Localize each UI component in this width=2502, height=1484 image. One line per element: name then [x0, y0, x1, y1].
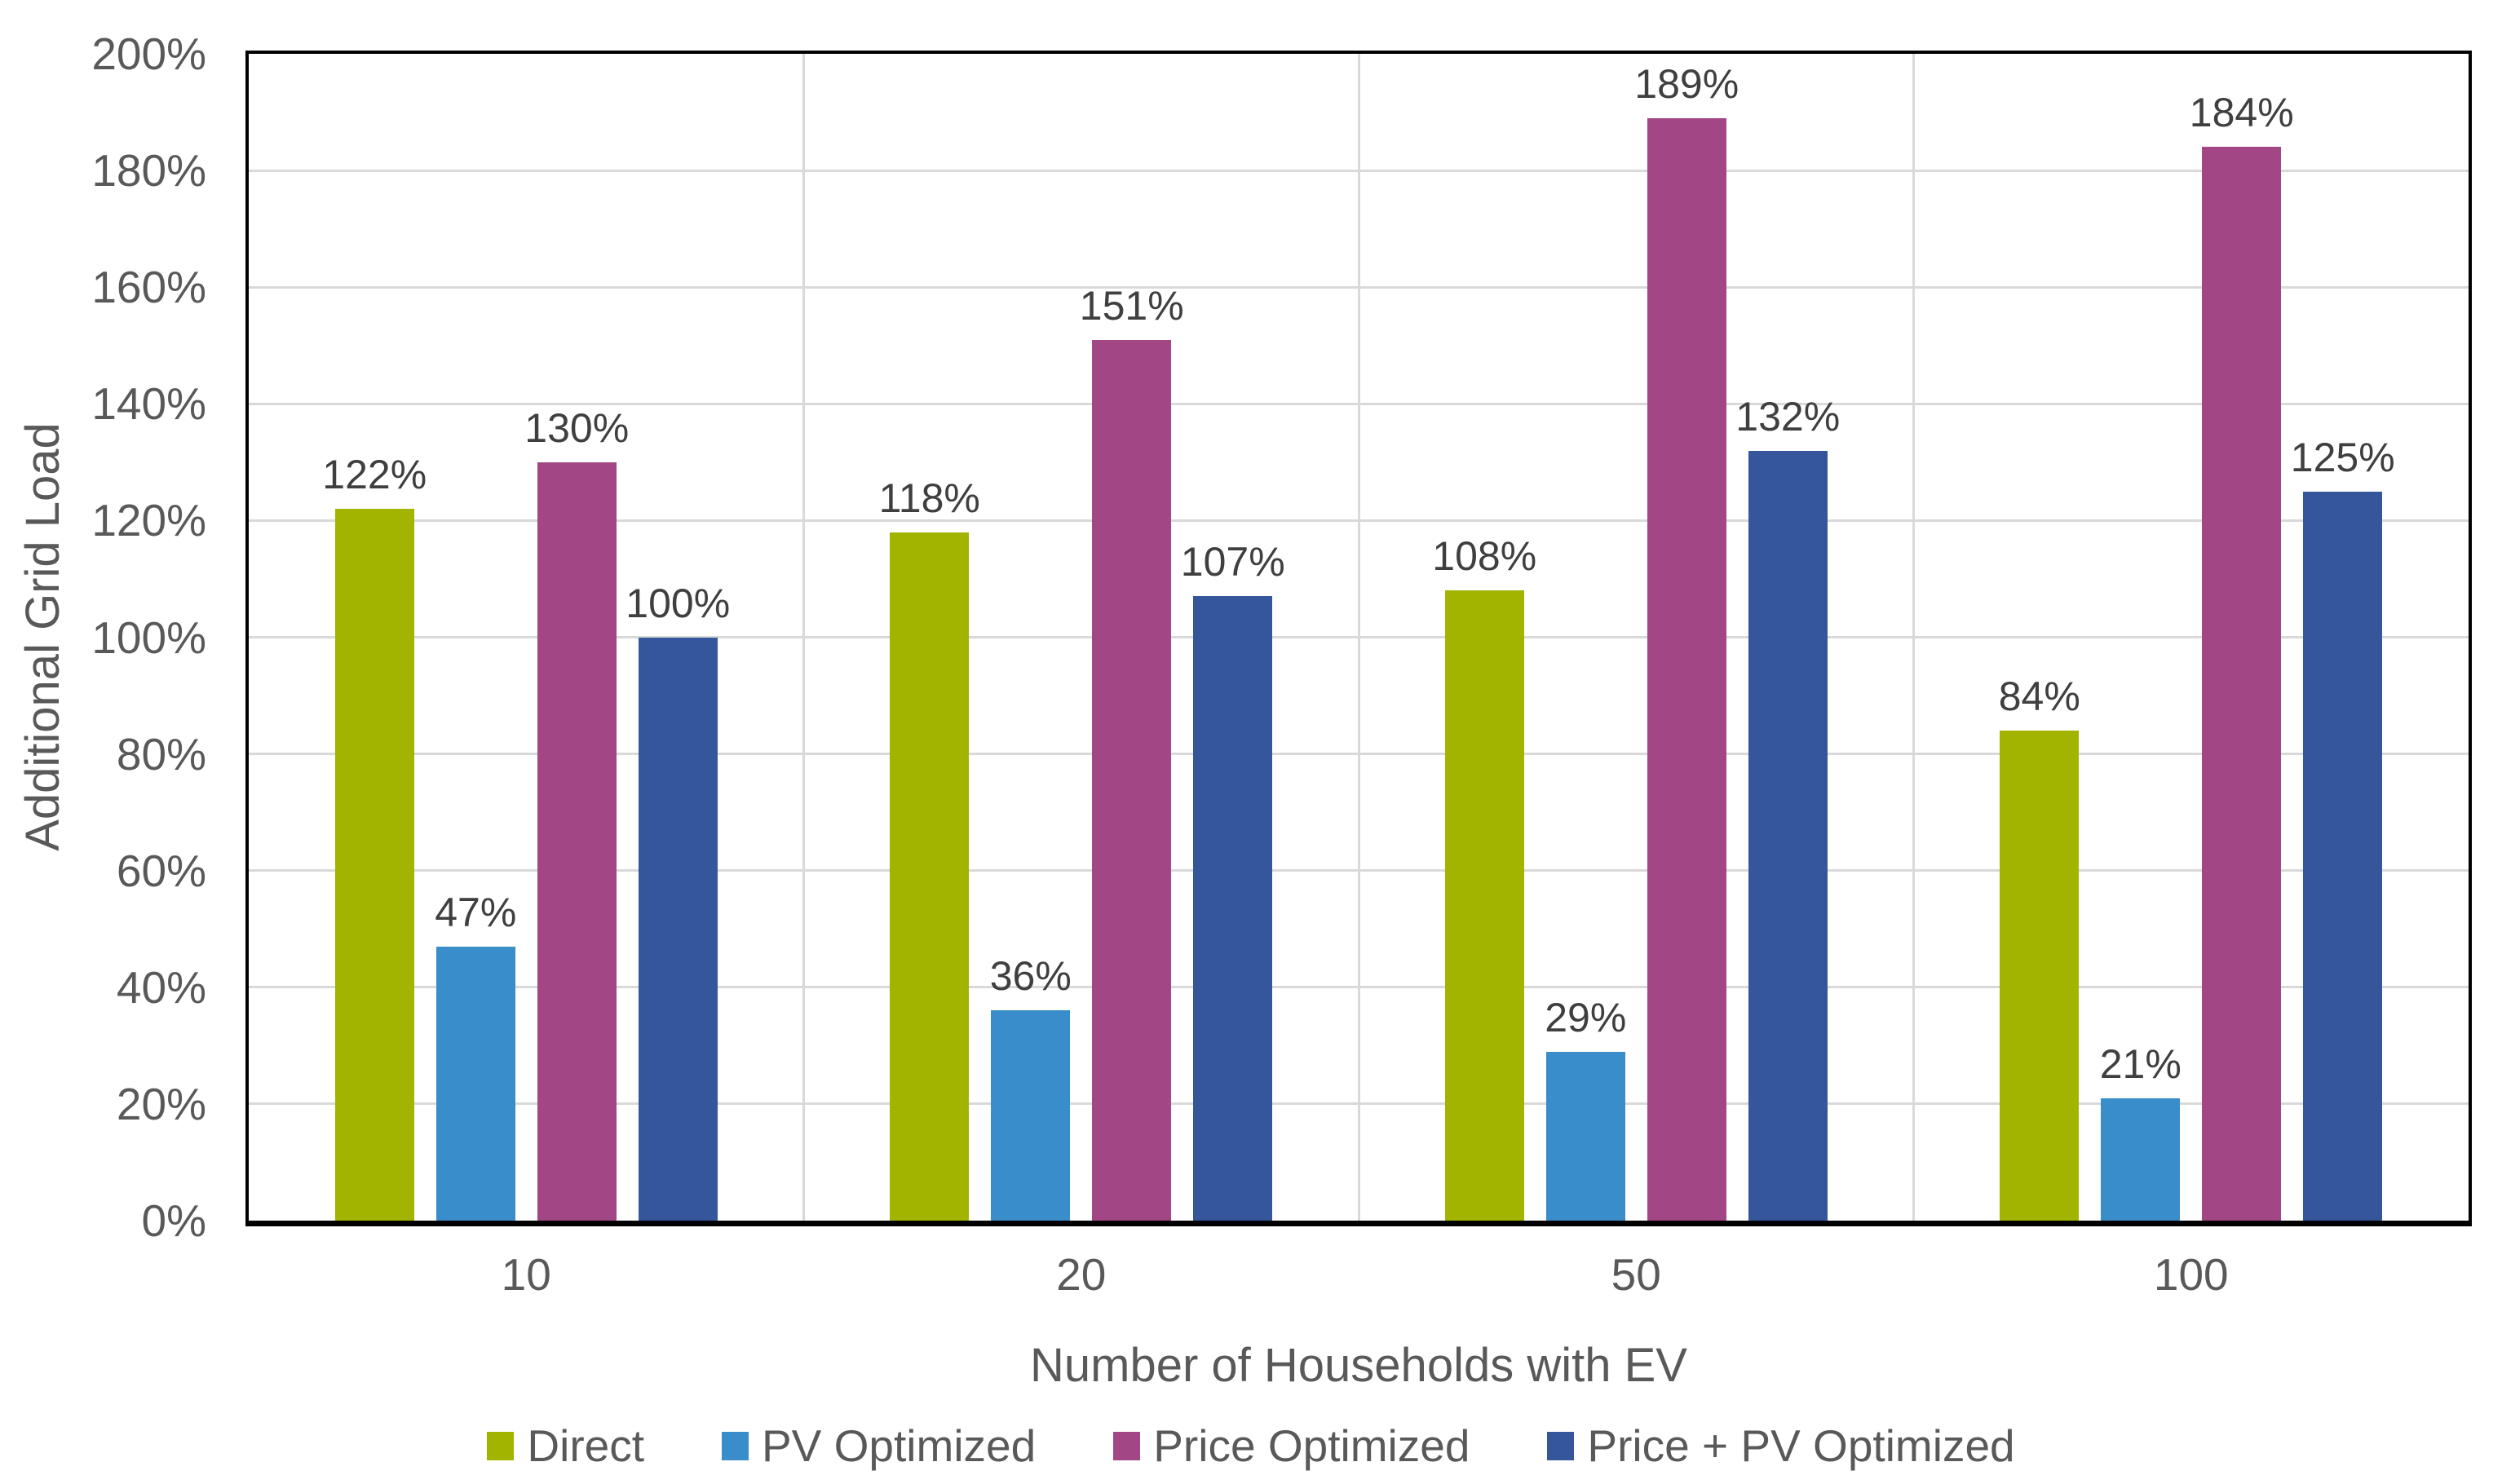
bar-group-100: 84% 21% 184% 125% — [1914, 54, 2469, 1221]
legend-label: Price + PV Optimized — [1587, 1420, 2015, 1471]
legend-item-pv-optimized: PV Optimized — [722, 1419, 1036, 1473]
y-tick-label: 200% — [91, 29, 206, 79]
x-tick-label: 20 — [1056, 1249, 1107, 1300]
data-label: 151% — [1079, 282, 1184, 329]
bar-group-50: 108% 29% 189% 132% — [1359, 54, 1914, 1221]
bar-pv-optimized-100: 21% — [2100, 1044, 2182, 1221]
data-label: 47% — [435, 889, 517, 935]
bar-price-pv-optimized-100: 125% — [2291, 437, 2395, 1221]
bar-pv-optimized-10: 47% — [435, 892, 516, 1221]
legend-item-direct: Direct — [487, 1419, 644, 1473]
y-tick-label: 40% — [116, 961, 206, 1013]
y-tick-label: 160% — [91, 262, 206, 313]
legend-marker-icon — [722, 1431, 749, 1460]
vertical-gridline — [802, 54, 805, 1221]
x-tick-label: 100 — [2153, 1249, 2229, 1300]
data-label: 130% — [524, 404, 630, 451]
bar-group-10: 122% 47% 130% 100% — [249, 54, 804, 1221]
legend-label: PV Optimized — [762, 1420, 1037, 1471]
bar-group-20: 118% 36% 151% 107% — [804, 54, 1359, 1221]
x-axis-tick-labels: 10 20 50 100 — [249, 1246, 2469, 1303]
bar-price-optimized-100: 184% — [2190, 92, 2294, 1221]
y-tick-label: 20% — [116, 1078, 206, 1129]
x-tick-label: 50 — [1611, 1249, 1661, 1300]
bar-price-pv-optimized-50: 132% — [1735, 396, 1840, 1221]
data-label: 107% — [1180, 539, 1285, 585]
data-label: 21% — [2099, 1040, 2182, 1087]
bar-direct-20: 118% — [879, 478, 980, 1221]
bar-direct-100: 84% — [1999, 676, 2080, 1221]
gridlines-layer — [249, 54, 2469, 1221]
bar-price-optimized-10: 130% — [524, 408, 629, 1221]
data-label: 189% — [1634, 60, 1739, 107]
y-tick-label: 0% — [141, 1195, 207, 1246]
legend-marker-icon — [1113, 1431, 1141, 1460]
data-label: 184% — [2189, 90, 2294, 136]
legend-label: Direct — [527, 1420, 644, 1471]
data-label: 118% — [878, 475, 980, 521]
y-tick-label: 180% — [91, 145, 206, 197]
data-label: 29% — [1545, 994, 1627, 1040]
data-label: 122% — [322, 452, 427, 498]
legend-item-price-optimized: Price Optimized — [1113, 1419, 1470, 1473]
bar-direct-50: 108% — [1432, 536, 1536, 1221]
vertical-gridline — [1912, 54, 1915, 1221]
y-tick-label: 140% — [91, 378, 206, 430]
vertical-gridline — [1357, 54, 1360, 1221]
y-tick-label: 60% — [116, 845, 206, 896]
bar-pv-optimized-20: 36% — [990, 956, 1072, 1221]
x-tick-label: 10 — [501, 1249, 551, 1300]
bar-direct-10: 122% — [322, 454, 427, 1221]
legend: Direct PV Optimized Price Optimized Price +… — [0, 1419, 2502, 1473]
y-tick-label: 120% — [91, 495, 206, 546]
legend-marker-icon — [487, 1431, 515, 1460]
data-label: 132% — [1735, 393, 1841, 439]
y-tick-label: 80% — [116, 728, 206, 780]
data-label: 108% — [1432, 533, 1537, 580]
bars-layer: 122% 47% 130% 100% 118% 36% 151% 107% 108% 29% 189… — [249, 54, 2469, 1221]
legend-label: Price Optimized — [1153, 1420, 1470, 1471]
bar-price-pv-optimized-10: 100% — [626, 583, 730, 1221]
bar-pv-optimized-50: 29% — [1545, 997, 1626, 1221]
data-label: 100% — [626, 580, 731, 626]
data-label: 84% — [1998, 673, 2080, 719]
y-tick-label: 100% — [91, 612, 206, 663]
data-label: 125% — [2290, 434, 2395, 480]
bar-price-optimized-20: 151% — [1080, 285, 1184, 1221]
data-label: 36% — [989, 953, 1072, 1000]
plot-area: 122% 47% 130% 100% 118% 36% 151% 107% 108% 29% 189… — [245, 51, 2472, 1226]
legend-marker-icon — [1547, 1431, 1575, 1460]
bar-price-pv-optimized-20: 107% — [1181, 541, 1285, 1221]
legend-item-price-pv-optimized: Price + PV Optimized — [1547, 1419, 2015, 1473]
x-axis-title: Number of Households with EV — [1030, 1339, 1687, 1392]
bar-price-optimized-50: 189% — [1634, 64, 1739, 1221]
